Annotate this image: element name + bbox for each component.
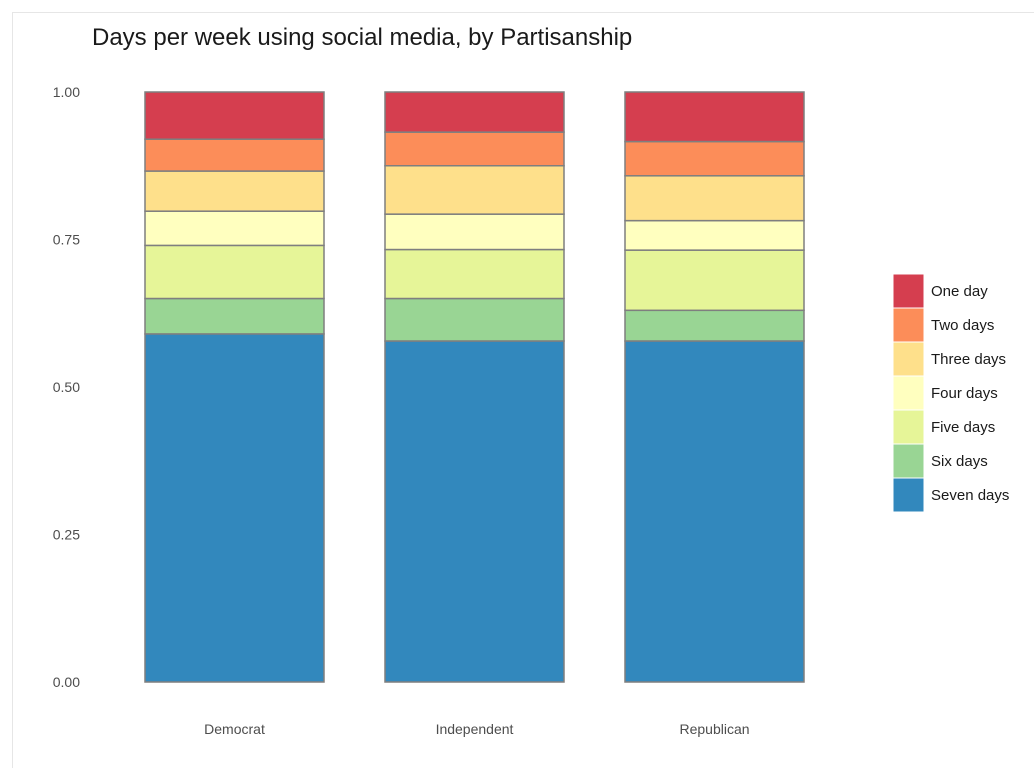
legend-label: Six days (931, 453, 988, 470)
bar-segment-five-days (384, 248, 565, 300)
bar-segment-five-days (624, 249, 805, 312)
x-axis: Democrat Independent Republican (204, 721, 749, 737)
y-axis: 0.00 0.25 0.50 0.75 1.00 (53, 84, 80, 690)
legend-label: Five days (931, 419, 995, 436)
y-tick-label: 0.00 (53, 674, 80, 690)
x-tick-label: Democrat (204, 721, 265, 737)
bar-stack-democrat (144, 91, 325, 683)
legend-item: Three days (892, 341, 1006, 377)
bar-segment-six-days (624, 309, 805, 342)
bar-segment-four-days (144, 210, 325, 247)
legend-label: Seven days (931, 487, 1009, 504)
legend-swatch (892, 341, 925, 377)
bar-stack-republican (624, 91, 805, 683)
bar-segment-four-days (624, 219, 805, 251)
legend-swatch (892, 273, 925, 309)
y-tick-label: 1.00 (53, 84, 80, 100)
bars (144, 91, 805, 683)
chart-title: Days per week using social media, by Par… (92, 24, 632, 51)
bar-segment-two-days (144, 138, 325, 172)
legend-swatch (892, 409, 925, 445)
legend-item: Two days (892, 307, 994, 343)
legend-label: Two days (931, 317, 994, 334)
legend-item: Six days (892, 443, 988, 479)
legend-swatch (892, 375, 925, 411)
bar-segment-one-day (624, 91, 805, 143)
bar-segment-six-days (144, 297, 325, 335)
bar-segment-four-days (384, 213, 565, 251)
bar-segment-two-days (384, 131, 565, 167)
bar-segment-three-days (384, 165, 565, 215)
legend-label: One day (931, 283, 988, 300)
bar-segment-seven-days (144, 333, 325, 683)
x-tick-label: Independent (436, 721, 514, 737)
bar-stack-independent (384, 91, 565, 683)
legend-label: Three days (931, 351, 1006, 368)
legend: One day Two days Three days Four days Five d… (892, 273, 1009, 513)
bar-segment-one-day (144, 91, 325, 140)
y-tick-label: 0.75 (53, 232, 80, 248)
bar-segment-seven-days (384, 340, 565, 683)
legend-label: Four days (931, 385, 998, 402)
legend-item: Seven days (892, 477, 1009, 513)
legend-swatch (892, 477, 925, 513)
bar-segment-six-days (384, 297, 565, 342)
bar-segment-one-day (384, 91, 565, 133)
bar-segment-five-days (144, 244, 325, 300)
y-tick-label: 0.25 (53, 527, 80, 543)
legend-swatch (892, 443, 925, 479)
x-tick-label: Republican (679, 721, 749, 737)
legend-item: Four days (892, 375, 998, 411)
legend-item: Five days (892, 409, 995, 445)
bar-segment-seven-days (624, 340, 805, 683)
legend-swatch (892, 307, 925, 343)
bar-segment-three-days (624, 175, 805, 222)
legend-item: One day (892, 273, 988, 309)
bar-segment-three-days (144, 170, 325, 212)
bar-segment-two-days (624, 140, 805, 177)
y-tick-label: 0.50 (53, 379, 80, 395)
